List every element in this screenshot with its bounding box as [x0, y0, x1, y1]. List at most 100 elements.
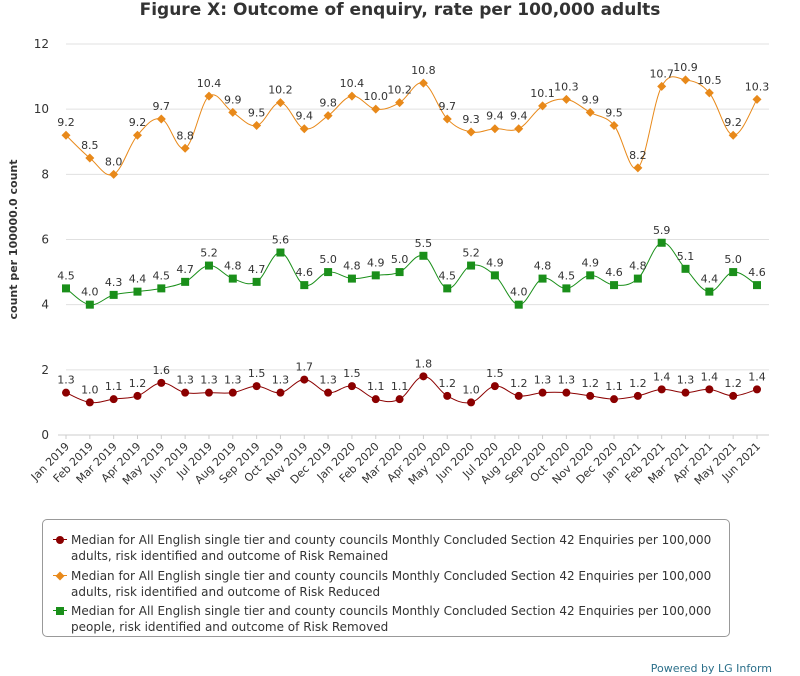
data-point: [514, 300, 523, 309]
data-label: 9.4: [510, 110, 528, 123]
data-label: 4.4: [129, 273, 147, 286]
data-point: [729, 268, 738, 277]
data-point: [514, 124, 524, 134]
data-label: 1.2: [581, 377, 599, 390]
data-point: [490, 382, 499, 391]
data-point: [181, 388, 190, 397]
data-point: [323, 111, 333, 121]
data-label: 5.0: [724, 253, 742, 266]
data-label: 9.3: [462, 113, 480, 126]
data-point: [252, 382, 261, 391]
data-point: [228, 107, 238, 117]
data-point: [728, 130, 738, 140]
data-label: 10.5: [697, 74, 722, 87]
data-point: [752, 94, 762, 104]
data-label: 5.1: [677, 250, 695, 263]
data-label: 8.2: [629, 149, 647, 162]
data-label: 5.2: [462, 247, 480, 260]
data-label: 8.5: [81, 139, 99, 152]
data-point: [371, 104, 381, 114]
data-label: 9.8: [319, 97, 337, 110]
data-point: [753, 385, 761, 394]
data-point: [657, 385, 666, 394]
data-point: [347, 91, 357, 101]
data-label: 1.5: [343, 367, 361, 380]
data-point: [585, 107, 595, 117]
data-point: [610, 395, 619, 404]
data-label: 8.8: [176, 129, 194, 142]
data-label: 1.3: [176, 374, 194, 387]
data-point: [371, 395, 380, 404]
y-tick-label: 4: [41, 298, 49, 312]
data-label: 1.4: [653, 370, 671, 383]
data-label: 1.3: [677, 374, 695, 387]
data-point: [204, 261, 213, 270]
data-label: 4.7: [176, 263, 194, 276]
data-point: [180, 143, 190, 153]
data-point: [514, 391, 523, 400]
data-point: [204, 91, 214, 101]
data-point: [181, 277, 190, 286]
data-label: 1.7: [296, 361, 314, 374]
data-point: [85, 398, 94, 407]
data-label: 10.0: [364, 90, 389, 103]
data-point: [85, 300, 94, 309]
data-label: 10.7: [649, 67, 674, 80]
data-point: [157, 378, 166, 387]
data-label: 1.1: [605, 380, 623, 393]
data-point: [132, 130, 142, 140]
data-label: 4.9: [367, 256, 385, 269]
data-point: [586, 391, 595, 400]
data-label: 1.2: [724, 377, 742, 390]
data-point: [442, 114, 452, 124]
data-label: 9.9: [581, 93, 599, 106]
data-label: 4.5: [153, 269, 171, 282]
data-label: 5.5: [415, 237, 433, 250]
data-label: 10.3: [745, 80, 770, 93]
legend-marker-icon: [56, 607, 64, 615]
data-label: 1.3: [534, 374, 552, 387]
data-label: 1.6: [153, 364, 171, 377]
data-label: 1.3: [57, 374, 75, 387]
data-point: [395, 268, 404, 277]
data-point: [418, 78, 428, 88]
data-point: [347, 274, 356, 283]
data-label: 5.9: [653, 224, 671, 237]
powered-by-link[interactable]: Powered by LG Inform: [650, 662, 772, 675]
data-point: [275, 98, 285, 108]
data-label: 1.3: [558, 374, 576, 387]
data-point: [609, 120, 619, 130]
data-label: 4.5: [558, 269, 576, 282]
data-point: [657, 81, 667, 91]
data-point: [681, 264, 690, 273]
data-label: 1.2: [129, 377, 147, 390]
data-point: [443, 284, 452, 293]
data-label: 4.7: [248, 263, 266, 276]
series-removed: 4.5 4.0 4.3 4.4 4.5 4.7 5.2 4.8 4.7 5.6 4.6 5.0 4.8 4…: [57, 224, 766, 309]
data-label: 9.4: [296, 110, 314, 123]
data-label: 9.5: [605, 106, 623, 119]
data-point: [538, 101, 548, 111]
data-label: 1.4: [748, 370, 766, 383]
legend-label: Median for All English single tier and c…: [71, 533, 712, 563]
y-tick-label: 12: [34, 37, 49, 51]
data-label: 10.4: [197, 77, 222, 90]
data-point: [586, 271, 595, 280]
data-point: [561, 94, 571, 104]
data-label: 1.5: [248, 367, 266, 380]
data-point: [371, 271, 380, 280]
data-point: [490, 271, 499, 280]
data-label: 1.2: [510, 377, 528, 390]
data-point: [395, 395, 404, 404]
data-label: 1.1: [105, 380, 123, 393]
data-label: 8.0: [105, 155, 123, 168]
data-label: 9.2: [724, 116, 742, 129]
data-label: 10.8: [411, 64, 436, 77]
data-label: 4.3: [105, 276, 123, 289]
data-label: 9.2: [57, 116, 75, 129]
legend-label: Median for All English single tier and c…: [71, 604, 712, 634]
data-label: 1.2: [629, 377, 647, 390]
y-tick-label: 0: [41, 428, 49, 442]
data-label: 4.6: [296, 266, 314, 279]
